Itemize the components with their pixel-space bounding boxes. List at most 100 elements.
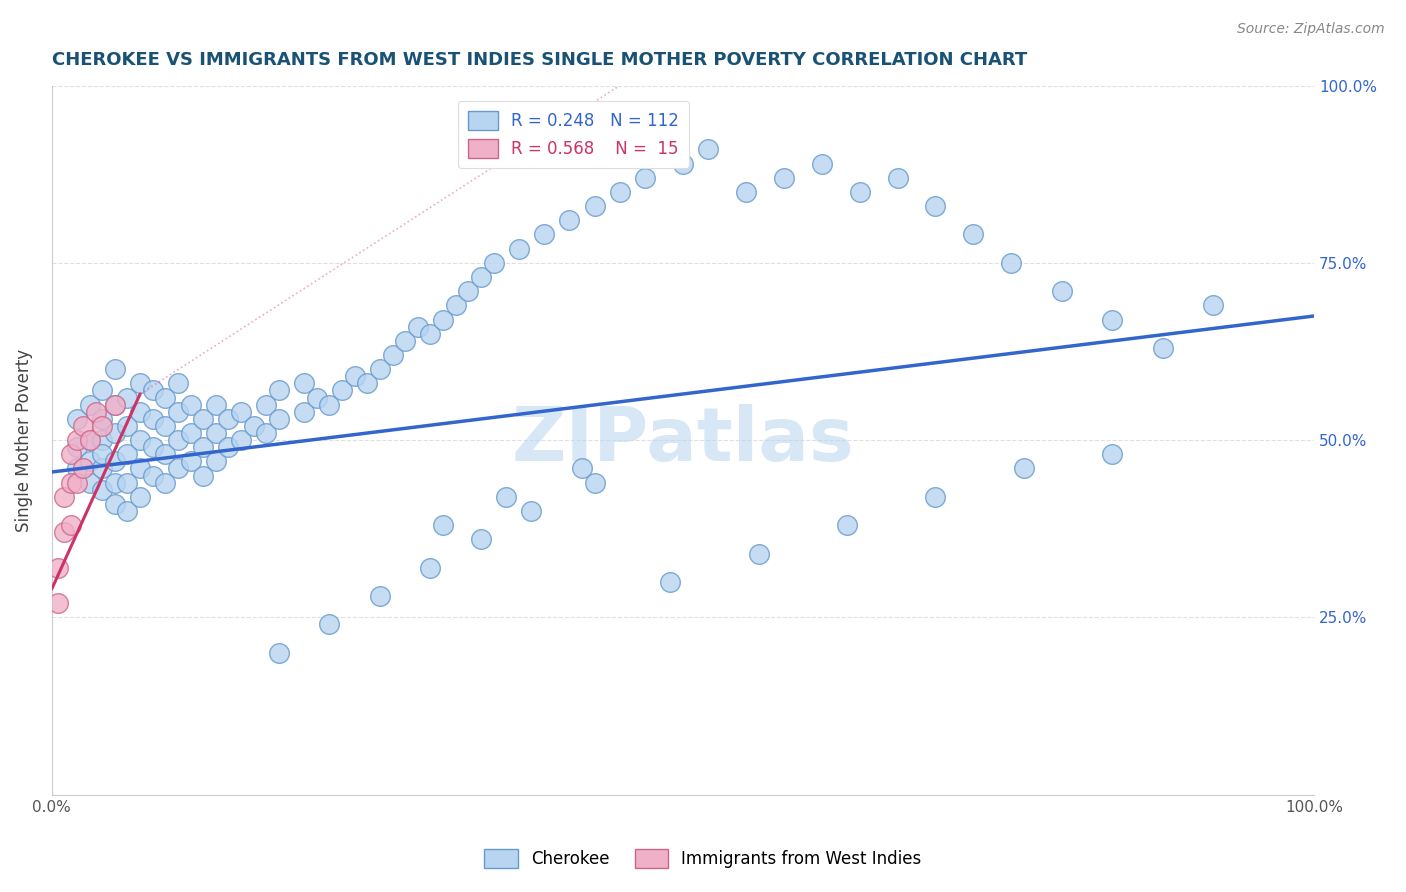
Point — [59, 518, 82, 533]
Point — [79, 398, 101, 412]
Point — [66, 475, 89, 490]
Point — [368, 589, 391, 603]
Point — [848, 185, 870, 199]
Point — [773, 170, 796, 185]
Point — [66, 433, 89, 447]
Point — [91, 461, 114, 475]
Point — [142, 468, 165, 483]
Point — [84, 405, 107, 419]
Point — [835, 518, 858, 533]
Point — [104, 454, 127, 468]
Point — [242, 418, 264, 433]
Point — [267, 412, 290, 426]
Point — [142, 412, 165, 426]
Point — [104, 497, 127, 511]
Legend: Cherokee, Immigrants from West Indies: Cherokee, Immigrants from West Indies — [478, 842, 928, 875]
Point — [218, 412, 240, 426]
Point — [368, 362, 391, 376]
Point — [167, 376, 190, 391]
Point — [129, 376, 152, 391]
Point — [66, 461, 89, 475]
Point — [129, 433, 152, 447]
Point — [205, 425, 228, 440]
Point — [117, 475, 139, 490]
Point — [91, 418, 114, 433]
Point — [193, 468, 215, 483]
Point — [318, 617, 340, 632]
Point — [444, 298, 467, 312]
Point — [886, 170, 908, 185]
Point — [1152, 341, 1174, 355]
Point — [305, 391, 328, 405]
Text: ZIPatlas: ZIPatlas — [512, 403, 855, 476]
Point — [66, 440, 89, 454]
Point — [79, 454, 101, 468]
Point — [129, 405, 152, 419]
Point — [1000, 256, 1022, 270]
Point — [419, 561, 441, 575]
Point — [91, 447, 114, 461]
Point — [508, 242, 530, 256]
Point — [356, 376, 378, 391]
Point — [571, 461, 593, 475]
Point — [66, 412, 89, 426]
Point — [330, 384, 353, 398]
Point — [659, 574, 682, 589]
Point — [72, 418, 94, 433]
Point — [381, 348, 404, 362]
Point — [91, 384, 114, 398]
Point — [292, 376, 315, 391]
Point — [155, 475, 177, 490]
Point — [583, 475, 606, 490]
Point — [193, 440, 215, 454]
Point — [558, 213, 581, 227]
Y-axis label: Single Mother Poverty: Single Mother Poverty — [15, 349, 32, 532]
Point — [672, 156, 695, 170]
Point — [924, 490, 946, 504]
Point — [59, 447, 82, 461]
Point — [267, 646, 290, 660]
Point — [155, 418, 177, 433]
Point — [46, 596, 69, 610]
Point — [924, 199, 946, 213]
Point — [155, 447, 177, 461]
Point — [697, 142, 720, 156]
Point — [205, 454, 228, 468]
Point — [1050, 284, 1073, 298]
Point — [129, 490, 152, 504]
Point — [117, 504, 139, 518]
Point — [735, 185, 758, 199]
Point — [292, 405, 315, 419]
Text: Source: ZipAtlas.com: Source: ZipAtlas.com — [1237, 22, 1385, 37]
Point — [254, 425, 277, 440]
Point — [79, 433, 101, 447]
Point — [394, 334, 416, 348]
Point — [1012, 461, 1035, 475]
Point — [142, 384, 165, 398]
Point — [117, 447, 139, 461]
Point — [79, 433, 101, 447]
Point — [155, 391, 177, 405]
Point — [482, 256, 505, 270]
Point — [432, 518, 454, 533]
Point — [91, 483, 114, 497]
Point — [104, 362, 127, 376]
Point — [229, 405, 252, 419]
Point — [53, 525, 76, 540]
Point — [318, 398, 340, 412]
Point — [457, 284, 479, 298]
Point — [1101, 447, 1123, 461]
Point — [193, 412, 215, 426]
Point — [129, 461, 152, 475]
Point — [583, 199, 606, 213]
Point — [142, 440, 165, 454]
Point — [91, 433, 114, 447]
Point — [470, 533, 492, 547]
Point — [1101, 312, 1123, 326]
Point — [343, 369, 366, 384]
Point — [59, 475, 82, 490]
Point — [470, 270, 492, 285]
Point — [91, 412, 114, 426]
Point — [46, 561, 69, 575]
Point — [1202, 298, 1225, 312]
